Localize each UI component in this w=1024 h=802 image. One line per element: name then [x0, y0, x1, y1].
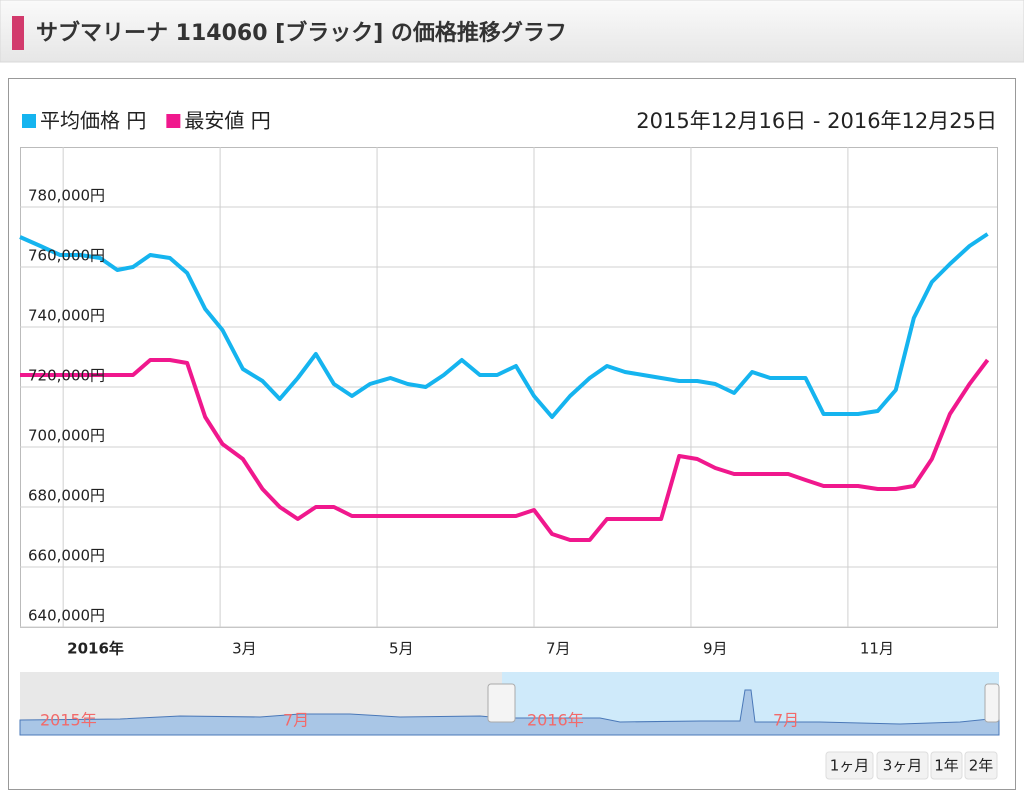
navigator-label: 2015年	[40, 711, 97, 730]
y-tick-label: 660,000円	[28, 547, 105, 565]
y-tick-label: 720,000円	[28, 367, 105, 385]
range-button[interactable]	[876, 751, 929, 780]
x-tick-label: 7月	[546, 640, 571, 658]
x-tick-label: 9月	[703, 640, 728, 658]
series-line	[19, 232, 989, 419]
legend-label: 平均価格 円	[40, 109, 146, 133]
range-button-label[interactable]: 1ヶ月	[830, 757, 870, 775]
page-title: サブマリーナ 114060 [ブラック] の価格推移グラフ	[36, 20, 567, 46]
header-bar	[0, 0, 1024, 63]
range-button[interactable]	[930, 751, 963, 780]
navigator-series	[19, 689, 1000, 736]
date-range: 2015年12月16日 - 2016年12月25日	[636, 109, 997, 133]
navigator-label: 7月	[773, 711, 799, 730]
y-tick-label: 780,000円	[28, 187, 105, 205]
x-tick-label: 2016年	[67, 640, 124, 658]
range-button-label[interactable]: 3ヶ月	[883, 757, 923, 775]
y-tick-label: 760,000円	[28, 247, 105, 265]
header-accent	[12, 16, 24, 50]
x-tick-label: 11月	[860, 640, 894, 658]
y-tick-label: 700,000円	[28, 427, 105, 445]
legend-swatch	[166, 114, 181, 128]
range-button-label[interactable]: 1年	[934, 757, 959, 775]
x-tick-label: 3月	[232, 640, 257, 658]
navigator-handle[interactable]	[984, 683, 1000, 723]
navigator-label: 2016年	[527, 711, 584, 730]
range-button[interactable]	[964, 751, 998, 780]
range-button-label[interactable]: 2年	[969, 757, 994, 775]
series-line	[20, 358, 990, 542]
navigator-label: 7月	[283, 711, 309, 730]
y-tick-label: 740,000円	[28, 307, 105, 325]
legend-label: 最安値 円	[184, 109, 270, 133]
range-button[interactable]	[825, 751, 874, 780]
navigator-handle[interactable]	[487, 683, 516, 723]
y-tick-label: 640,000円	[28, 607, 105, 625]
y-tick-label: 680,000円	[28, 487, 105, 505]
x-tick-label: 5月	[389, 640, 414, 658]
legend-swatch	[22, 114, 36, 128]
